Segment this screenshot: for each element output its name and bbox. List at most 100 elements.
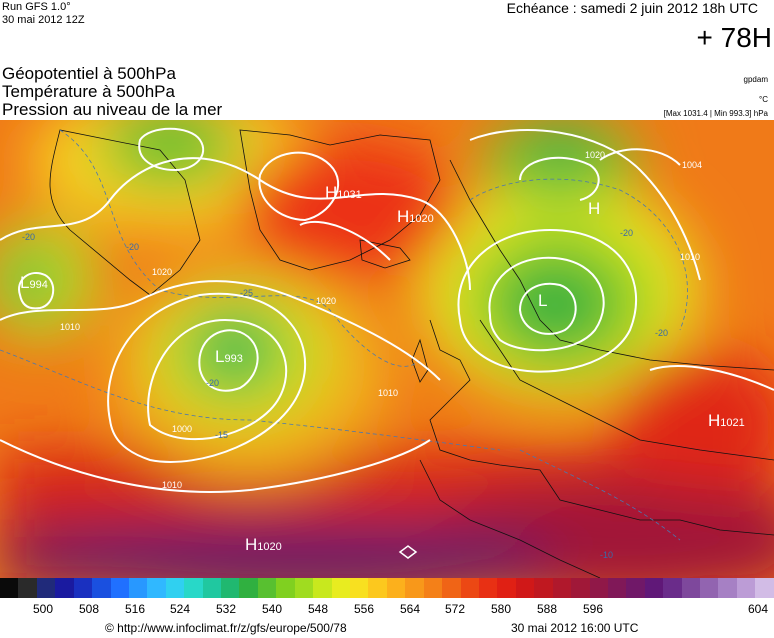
scale-tick-label: 556: [353, 602, 375, 616]
temperature-label: -20: [206, 378, 219, 388]
lead-time: + 78H: [696, 22, 773, 53]
scale-swatch: [147, 578, 166, 598]
scale-tick-label: 572: [444, 602, 466, 616]
scale-swatch: [202, 578, 222, 598]
scale-swatch: [460, 578, 479, 598]
title-geopotential: Géopotentiel à 500hPa: [2, 64, 176, 83]
isobar-label: 1020: [152, 267, 172, 277]
pressure-range: [Max 1031.4 | Min 993.3] hPa: [663, 109, 768, 118]
scale-swatch: [552, 578, 572, 598]
color-scale-ticks: 500 508 516 524 532 540 548 556 564 572 580 588 596 6…: [0, 602, 774, 618]
pressure-center-high: H: [588, 199, 600, 218]
pressure-center-high: H1020: [245, 535, 282, 554]
scale-swatch: [165, 578, 185, 598]
pressure-center-high: H1031: [325, 183, 362, 202]
scale-swatch: [110, 578, 129, 598]
scale-swatch: [534, 578, 553, 598]
scale-swatch: [221, 578, 240, 598]
scale-swatch: [184, 578, 203, 598]
isobar-label: 1010: [60, 322, 80, 332]
scale-swatch: [423, 578, 443, 598]
scale-swatch: [0, 578, 19, 598]
temperature-label: -25: [240, 288, 253, 298]
scale-tick-label: 596: [582, 602, 604, 616]
scale-swatch: [755, 578, 774, 598]
scale-swatch: [36, 578, 56, 598]
pressure-center-low: L: [538, 291, 547, 310]
scale-tick-label: 580: [490, 602, 512, 616]
scale-tick-label: 524: [169, 602, 191, 616]
temperature-label: -10: [600, 550, 613, 560]
scale-tick-label: 500: [32, 602, 54, 616]
scale-swatch: [276, 578, 295, 598]
scale-swatch: [386, 578, 406, 598]
scale-swatch: [478, 578, 498, 598]
pressure-center-high: H1020: [397, 207, 434, 226]
isobar-label: 1020: [585, 150, 605, 160]
credit-text: © http://www.infoclimat.fr/z/gfs/europe/…: [105, 621, 347, 635]
title-temperature: Température à 500hPa: [2, 82, 175, 101]
temperature-labels: -20 -25 -20 -20 -20 -15 -10 -20: [22, 228, 668, 560]
pressure-centers: H1031 H1020 L994 L993 H1021 H1020 L H: [20, 183, 745, 554]
scale-swatch: [73, 578, 93, 598]
scale-swatch: [368, 578, 387, 598]
scale-swatch: [128, 578, 148, 598]
temperature-label: -20: [620, 228, 633, 238]
scale-swatch: [55, 578, 74, 598]
scale-swatch: [681, 578, 701, 598]
scale-tick-label: 508: [78, 602, 100, 616]
unit-geopotential: gpdam: [743, 75, 768, 84]
isobar-label: 1010: [162, 480, 182, 490]
scale-swatch: [607, 578, 627, 598]
scale-tick-label: 588: [536, 602, 558, 616]
scale-swatch: [350, 578, 369, 598]
scale-swatch: [589, 578, 608, 598]
scale-tick-label: 564: [399, 602, 421, 616]
scale-swatch: [515, 578, 535, 598]
issued-time: 30 mai 2012 16:00 UTC: [511, 621, 639, 635]
weather-map: 1020 1010 1000 1010 1020 1010 1004 1010 1020 -20…: [0, 120, 774, 578]
scale-swatch: [239, 578, 258, 598]
pressure-center-high: H1021: [708, 411, 745, 430]
scale-swatch: [700, 578, 719, 598]
isobar-label: 1010: [378, 388, 398, 398]
run-label: Run GFS 1.0°: [2, 1, 71, 13]
scale-swatch: [718, 578, 737, 598]
init-time: 30 mai 2012 12Z: [2, 14, 85, 26]
scale-swatch: [736, 578, 756, 598]
isobar-label: 1000: [172, 424, 192, 434]
pressure-center-low: L993: [215, 347, 243, 366]
geopotential-color-scale: [0, 578, 774, 598]
scale-swatch: [313, 578, 332, 598]
scale-tick-label: 516: [124, 602, 146, 616]
scale-swatch: [294, 578, 314, 598]
scale-tick-label: 532: [215, 602, 237, 616]
scale-tick-label: 540: [261, 602, 283, 616]
temperature-label: -20: [126, 242, 139, 252]
temperature-label: -20: [655, 328, 668, 338]
scale-swatch: [442, 578, 461, 598]
scale-swatch: [92, 578, 111, 598]
isobar-labels: 1020 1010 1000 1010 1020 1010 1004 1010 1020: [60, 150, 702, 490]
isobar-label: 1010: [680, 252, 700, 262]
scale-swatch: [497, 578, 516, 598]
scale-swatch: [663, 578, 682, 598]
geopotential-field: [0, 120, 774, 578]
pressure-center-low: L994: [20, 273, 48, 292]
scale-tick-label: 548: [307, 602, 329, 616]
scale-swatch: [644, 578, 664, 598]
scale-swatch: [405, 578, 424, 598]
isobar-label: 1004: [682, 160, 702, 170]
scale-swatch: [571, 578, 590, 598]
scale-swatch: [331, 578, 351, 598]
scale-tick-label: 604: [747, 602, 769, 616]
temperature-label: -15: [215, 430, 228, 440]
unit-temperature: °C: [759, 95, 768, 104]
isobar-label: 1020: [316, 296, 336, 306]
scale-swatch: [257, 578, 277, 598]
temperature-label: -20: [22, 232, 35, 242]
scale-swatch: [626, 578, 645, 598]
valid-time: Echéance : samedi 2 juin 2012 18h UTC: [506, 0, 758, 16]
title-pressure: Pression au niveau de la mer: [2, 100, 223, 119]
scale-swatch: [18, 578, 37, 598]
